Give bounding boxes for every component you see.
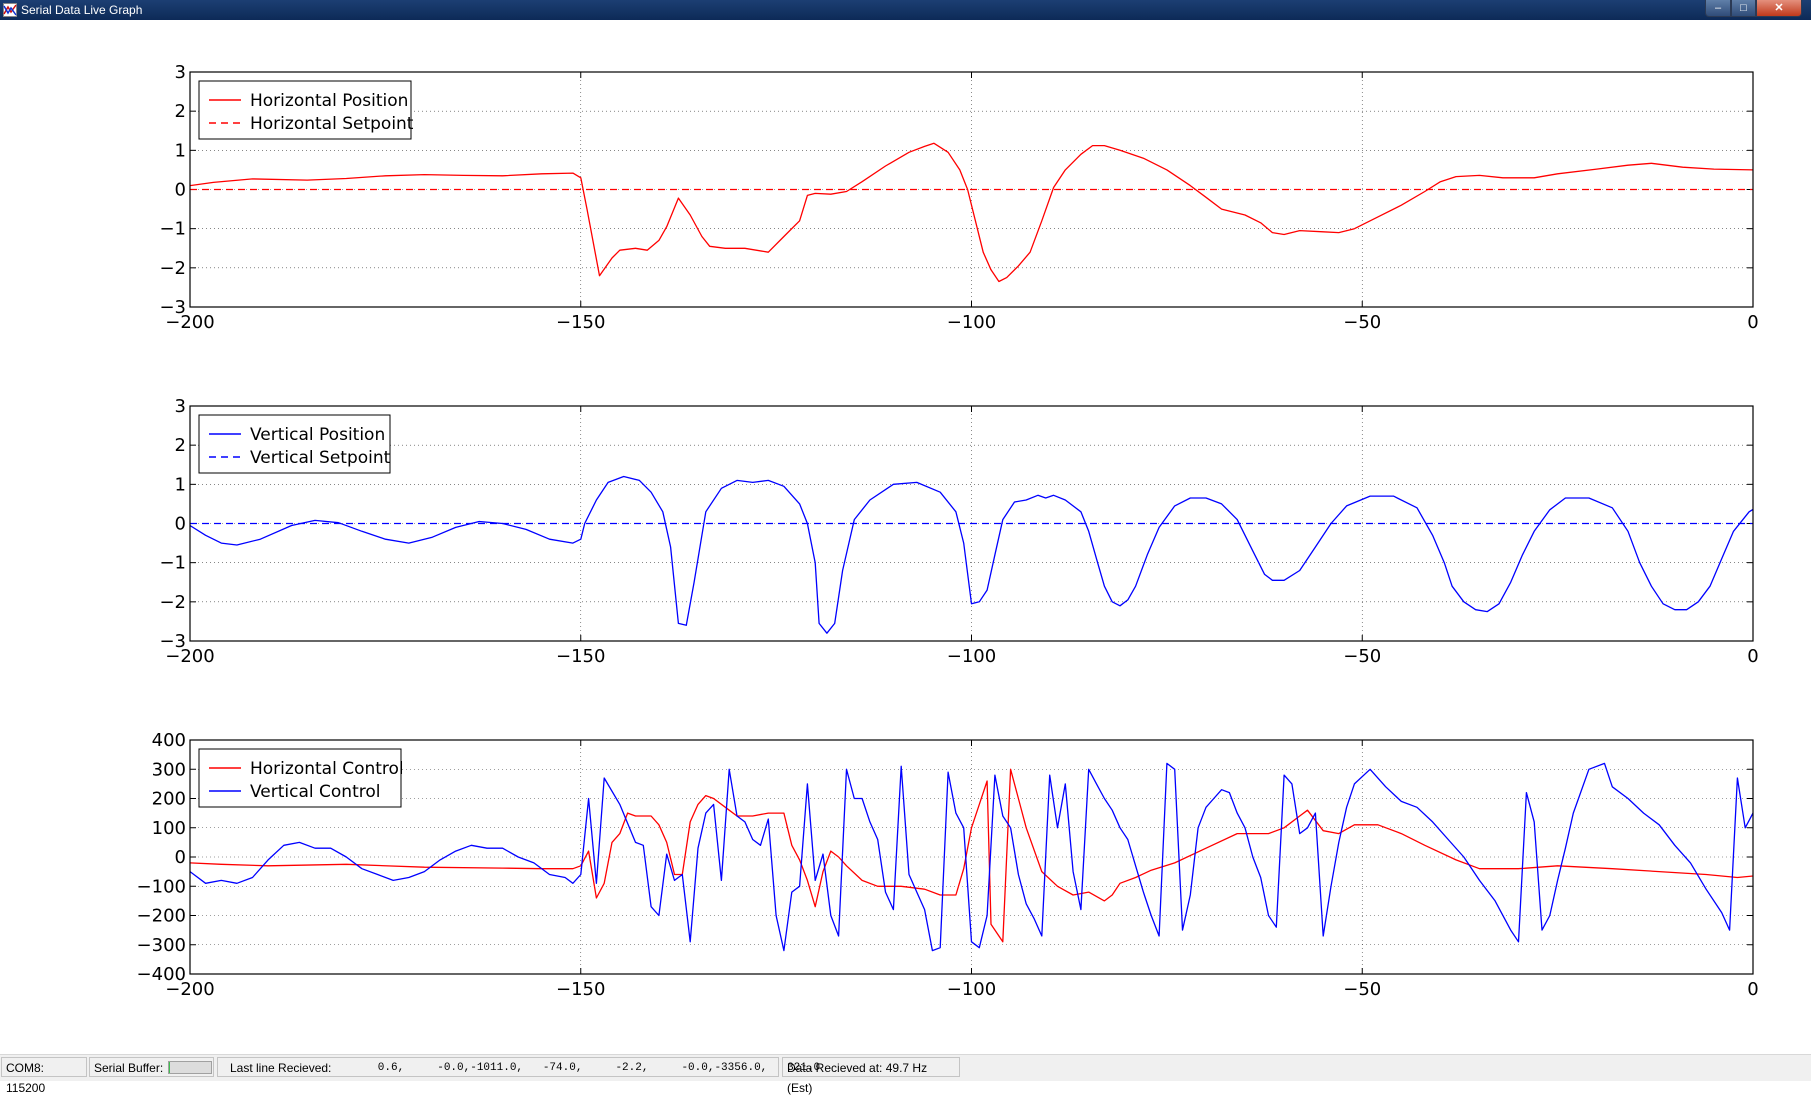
chart-2: −200 −150 −100 −50 0 −3 −2 −1 0 1 2 3 Vertical Posit…: [159, 396, 1758, 667]
y-tick-label: 0: [175, 180, 186, 201]
serial-buffer-label: Serial Buffer:: [94, 1061, 164, 1075]
legend: Vertical Position Vertical Setpoint: [198, 414, 391, 474]
axes-frame: [189, 739, 1754, 975]
axes-frame: [189, 71, 1754, 308]
legend-box: [198, 748, 402, 808]
x-tick-label: 0: [1747, 646, 1758, 667]
last-line-panel: Last line Recieved: 0.6, -0.0,-1011.0, -…: [217, 1057, 820, 1077]
legend-label: Horizontal Setpoint: [250, 114, 414, 134]
x-tick-label: −150: [556, 646, 605, 667]
y-tick-label: −300: [137, 935, 186, 956]
last-line-label: Last line Recieved:: [230, 1061, 332, 1075]
y-tick-label: −1: [159, 219, 186, 240]
minimize-button[interactable]: –: [1705, 0, 1731, 17]
y-tick-label: 3: [175, 62, 186, 83]
legend-label: Vertical Setpoint: [250, 448, 391, 468]
y-tick-label: 3: [175, 396, 186, 417]
y-tick-label: −3: [159, 297, 186, 318]
last-line-value: 0.6, -0.0,-1011.0, -74.0, -2.2, -0.0,-33…: [358, 1062, 821, 1074]
legend-label: Vertical Control: [250, 782, 381, 802]
graph-icon: [3, 3, 17, 17]
legend: Horizontal Control Vertical Control: [198, 748, 404, 808]
maximize-icon: □: [1740, 2, 1747, 14]
title-bar: Serial Data Live Graph – □ ✕: [0, 0, 1811, 20]
maximize-button[interactable]: □: [1731, 0, 1756, 17]
y-tick-label: 0: [175, 847, 186, 868]
axes-frame: [189, 405, 1754, 642]
series-line-1: [190, 475, 1753, 634]
y-tick-label: 200: [152, 789, 186, 810]
close-button[interactable]: ✕: [1756, 0, 1802, 17]
y-tick-label: 100: [152, 818, 186, 839]
chart-3: −200 −150 −100 −50 0 −400 −300 −200 −100 0 100 200 3…: [137, 730, 1759, 1000]
serial-buffer-panel: Serial Buffer:: [89, 1057, 214, 1077]
legend-label: Horizontal Control: [250, 759, 404, 779]
series-line-2: [190, 762, 1753, 952]
x-tick-label: −100: [947, 979, 996, 1000]
y-tick-label: 400: [152, 730, 186, 751]
x-tick-label: 0: [1747, 979, 1758, 1000]
legend-box: [198, 80, 412, 140]
x-tick-label: −50: [1343, 312, 1381, 333]
y-tick-label: −200: [137, 906, 186, 927]
window-title: Serial Data Live Graph: [21, 3, 143, 17]
legend-label: Vertical Position: [250, 425, 385, 445]
y-tick-label: 0: [175, 514, 186, 535]
legend: Horizontal Position Horizontal Setpoint: [198, 80, 414, 140]
status-bar: COM8: 115200 Serial Buffer: Last line Re…: [0, 1054, 1811, 1095]
port-status: COM8: 115200: [1, 1057, 87, 1095]
y-tick-label: −100: [137, 876, 186, 897]
minimize-icon: –: [1714, 2, 1722, 14]
y-tick-label: 1: [175, 140, 186, 161]
y-tick-label: 300: [152, 759, 186, 780]
y-tick-label: 1: [175, 474, 186, 495]
serial-buffer-progress: [168, 1061, 212, 1074]
y-tick-label: 2: [175, 101, 186, 122]
x-tick-label: −50: [1343, 979, 1381, 1000]
serial-buffer-fill: [169, 1062, 171, 1073]
legend-box: [198, 414, 391, 474]
y-tick-label: −1: [159, 553, 186, 574]
y-tick-label: −2: [159, 258, 186, 279]
y-tick-label: 2: [175, 435, 186, 456]
y-tick-label: −3: [159, 631, 186, 652]
legend-label: Horizontal Position: [250, 91, 408, 111]
close-icon: ✕: [1774, 2, 1784, 14]
x-tick-label: −200: [165, 646, 214, 667]
series-line-1: [190, 768, 1753, 943]
x-tick-label: −200: [165, 312, 214, 333]
data-rate-status: Data Recieved at: 49.7 Hz (Est): [782, 1057, 960, 1095]
series-line-1: [190, 142, 1753, 283]
y-tick-label: −2: [159, 592, 186, 613]
x-tick-label: 0: [1747, 312, 1758, 333]
y-tick-label: −400: [137, 964, 186, 985]
x-tick-label: −100: [947, 646, 996, 667]
x-tick-label: −100: [947, 312, 996, 333]
x-tick-label: −150: [556, 312, 605, 333]
chart-1: −200 −150 −100 −50 0 −3 −2 −1 0 1 2 3 Horizontal Pos…: [159, 62, 1758, 333]
x-tick-label: −200: [165, 979, 214, 1000]
x-tick-label: −150: [556, 979, 605, 1000]
x-tick-label: −50: [1343, 646, 1381, 667]
